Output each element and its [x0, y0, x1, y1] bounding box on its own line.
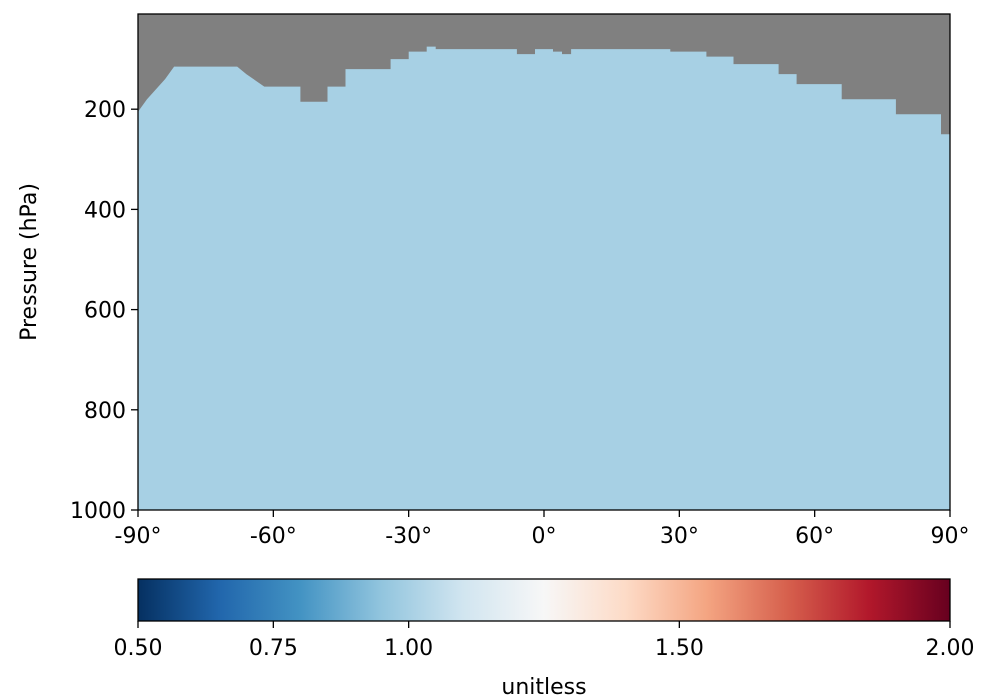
colorbar: [137, 578, 951, 622]
x-tick-label: 0°: [532, 524, 557, 549]
y-axis: 200 400 600 800 1000: [70, 98, 138, 524]
y-tick-label: 1000: [70, 499, 126, 524]
y-axis-label: Pressure (hPa): [17, 183, 42, 341]
colorbar-tick-label: 2.00: [926, 636, 975, 661]
heatmap-field: [138, 14, 950, 510]
x-tick-label: -30°: [385, 524, 432, 549]
y-tick-label: 600: [84, 299, 126, 324]
colorbar-tick-label: 0.75: [249, 636, 298, 661]
y-tick-label: 400: [84, 198, 126, 223]
x-axis: -90° -60° -30° 0° 30° 60° 90°: [115, 510, 970, 549]
colorbar-tick-label: 1.00: [384, 636, 433, 661]
x-tick-label: 60°: [795, 524, 834, 549]
x-tick-label: -90°: [115, 524, 162, 549]
colorbar-tick-label: 1.50: [655, 636, 704, 661]
x-tick-label: 30°: [660, 524, 699, 549]
colorbar-ticks: 0.50 0.75 1.00 1.50 2.00: [114, 621, 975, 661]
y-tick-label: 200: [84, 98, 126, 123]
colorbar-tick-label: 0.50: [114, 636, 163, 661]
x-tick-label: -60°: [250, 524, 297, 549]
colorbar-label: unitless: [501, 675, 586, 700]
masked-region: [138, 14, 950, 135]
y-tick-label: 800: [84, 399, 126, 424]
x-tick-label: 90°: [931, 524, 970, 549]
